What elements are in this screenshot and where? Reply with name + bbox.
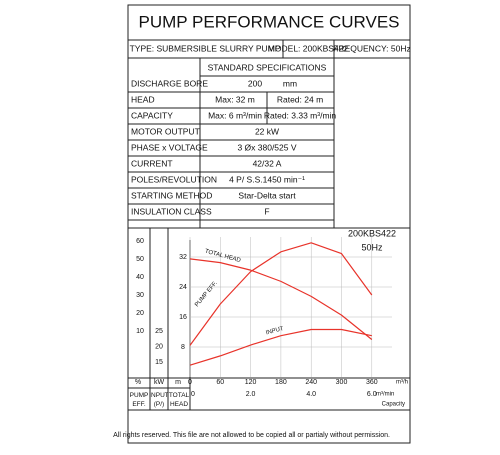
x-label: Capacity bbox=[382, 402, 405, 408]
head-tick-label: 8 bbox=[181, 344, 185, 351]
column-unit: % bbox=[135, 379, 141, 386]
x-tick-label: 180 bbox=[275, 379, 287, 386]
eff-tick-label: 10 bbox=[136, 328, 144, 335]
spec-value: mm bbox=[283, 78, 297, 88]
x-tick-label: 300 bbox=[336, 379, 348, 386]
spec-value: 4 P/ S.S.1450 min⁻¹ bbox=[229, 174, 305, 184]
spec-value: 42/32 A bbox=[253, 158, 282, 168]
spec-label: CURRENT bbox=[131, 158, 173, 168]
spec-label: HEAD bbox=[131, 94, 155, 104]
curve-label: PUMP EFF. bbox=[194, 280, 219, 308]
head-tick-label: 24 bbox=[179, 284, 187, 291]
column-unit: m bbox=[175, 379, 181, 386]
spec-label: POLES/REVOLUTION bbox=[131, 174, 217, 184]
spec-label: INSULATION CLASS bbox=[131, 206, 212, 216]
type: TYPE: SUBMERSIBLE SLURRY PUMP bbox=[130, 43, 281, 53]
head-tick-label: 32 bbox=[179, 254, 187, 261]
x2-tick-label: 2.0 bbox=[246, 391, 256, 398]
x-unit: m³/h bbox=[396, 380, 408, 386]
head-tick-label: 16 bbox=[179, 314, 187, 321]
x2-tick-label: 0 bbox=[191, 391, 195, 398]
kw-tick-label: 20 bbox=[155, 343, 163, 350]
x2-tick-label: 6.0 bbox=[367, 391, 377, 398]
column-name: INPUT (P/) bbox=[149, 392, 169, 408]
spec-value: Star-Delta start bbox=[238, 190, 296, 200]
x-tick-label: 60 bbox=[216, 379, 224, 386]
spec-value: Max: 6 m³/min bbox=[208, 110, 262, 120]
spec-value: 3 Øx 380/525 V bbox=[237, 142, 296, 152]
spec-value: 22 kW bbox=[255, 126, 279, 136]
spec-label: PHASE x VOLTAGE bbox=[131, 142, 208, 152]
eff-tick-label: 60 bbox=[136, 238, 144, 245]
kw-tick-label: 15 bbox=[155, 359, 163, 366]
spec-value: F bbox=[264, 206, 269, 216]
spec-value: Rated: 3.33 m³/min bbox=[264, 110, 337, 120]
frame bbox=[127, 4, 411, 444]
eff-tick-label: 20 bbox=[136, 310, 144, 317]
x-tick-label: 360 bbox=[366, 379, 378, 386]
column-name: PUMP EFF. bbox=[130, 392, 149, 408]
frequency: FREQUENCY: 50Hz bbox=[333, 43, 410, 53]
spec-value: Max: 32 m bbox=[215, 94, 255, 104]
freq-label: 50Hz bbox=[361, 242, 383, 252]
x-tick-label: 240 bbox=[305, 379, 317, 386]
eff-tick-label: 30 bbox=[136, 292, 144, 299]
spec-label: CAPACITY bbox=[131, 110, 173, 120]
x-tick-label: 0 bbox=[188, 379, 192, 386]
spec-label: DISCHARGE BORE bbox=[131, 78, 208, 88]
title: PUMP PERFORMANCE CURVES bbox=[138, 12, 399, 31]
column-unit: kW bbox=[154, 379, 165, 386]
spec-value: Rated: 24 m bbox=[277, 94, 323, 104]
curve bbox=[189, 242, 373, 346]
footer: All rights reserved. This file are not a… bbox=[113, 432, 390, 439]
eff-tick-label: 50 bbox=[136, 256, 144, 263]
x2-tick-label: 4.0 bbox=[306, 391, 316, 398]
kw-tick-label: 25 bbox=[155, 328, 163, 335]
x2-unit: m³/min bbox=[376, 392, 394, 398]
x-tick-label: 120 bbox=[245, 379, 257, 386]
eff-tick-label: 40 bbox=[136, 274, 144, 281]
column-name: TOTAL HEAD bbox=[169, 392, 190, 408]
curve bbox=[189, 258, 373, 340]
curve-label: INPUT bbox=[265, 326, 284, 337]
spec-label: MOTOR OUTPUT bbox=[131, 126, 200, 136]
spec-label: STARTING METHOD bbox=[131, 190, 212, 200]
curve bbox=[189, 328, 372, 366]
model: MODEL: 200KBS422 bbox=[268, 43, 349, 53]
spec-value: 200 bbox=[248, 78, 262, 88]
spec-heading: STANDARD SPECIFICATIONS bbox=[208, 62, 327, 72]
model-label: 200KBS422 bbox=[348, 228, 396, 238]
